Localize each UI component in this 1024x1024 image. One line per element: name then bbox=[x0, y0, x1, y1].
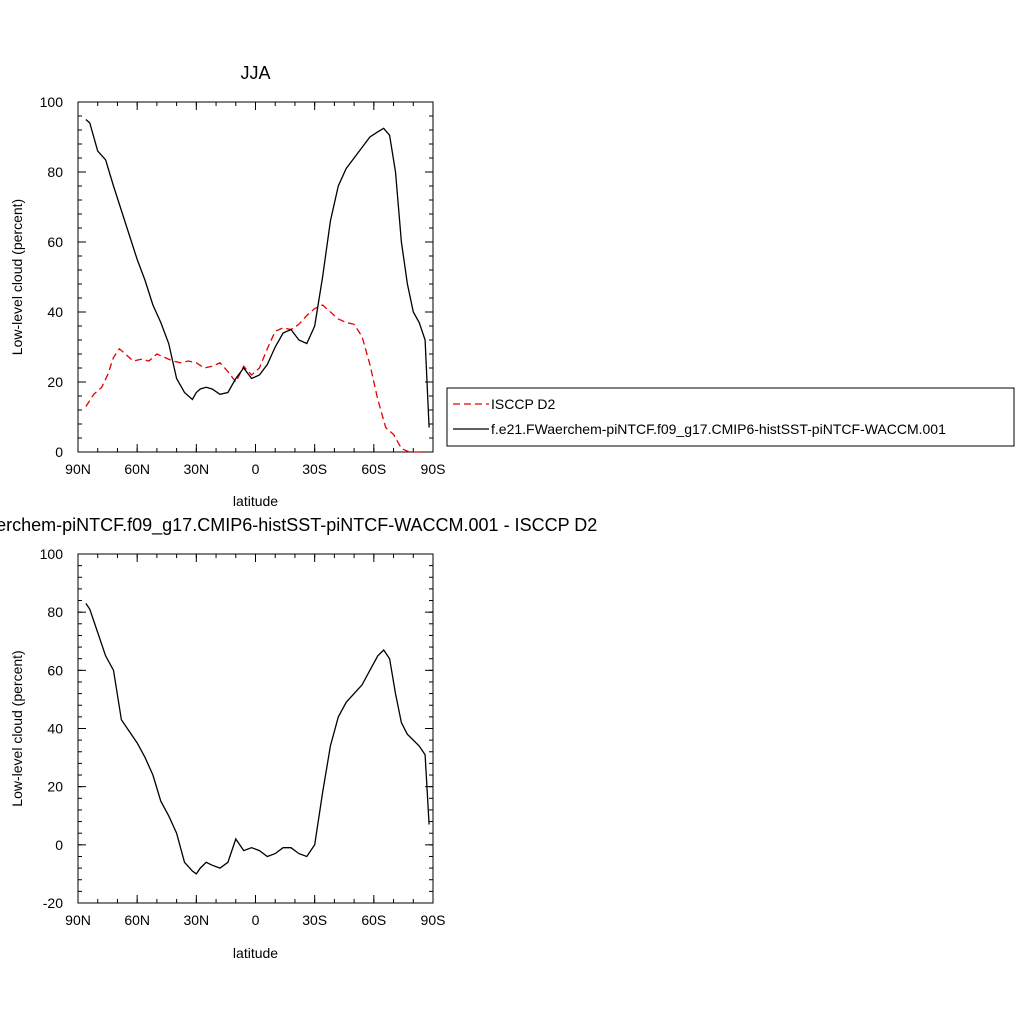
y-tick-label: 20 bbox=[47, 779, 63, 795]
x-tick-label: 30S bbox=[302, 461, 327, 477]
legend-entry-label: f.e21.FWaerchem-piNTCF.f09_g17.CMIP6-his… bbox=[491, 421, 946, 437]
x-tick-label: 30S bbox=[302, 912, 327, 928]
legend-entry-label: ISCCP D2 bbox=[491, 396, 556, 412]
y-tick-label: 60 bbox=[47, 234, 63, 250]
x-tick-label: 60S bbox=[361, 912, 386, 928]
y-tick-label: 80 bbox=[47, 164, 63, 180]
x-tick-label: 0 bbox=[252, 912, 260, 928]
series-line-2 bbox=[85, 119, 430, 428]
x-tick-label: 90N bbox=[65, 461, 91, 477]
series-line-1 bbox=[85, 304, 426, 453]
series-line-1 bbox=[85, 603, 430, 875]
chart-panel-1: 90N 60N 30N 0 30S 60S 90S 0 20 40 60 80 100 JJA latitu… bbox=[9, 63, 1015, 509]
x-tick-label: 60N bbox=[124, 912, 150, 928]
x-tick-label: 90S bbox=[421, 461, 446, 477]
y-tick-label: -20 bbox=[43, 895, 63, 911]
y-axis-label: Low-level cloud (percent) bbox=[9, 199, 25, 355]
y-tick-label: 40 bbox=[47, 721, 63, 737]
x-tick-label: 30N bbox=[183, 461, 209, 477]
legend-box bbox=[446, 387, 1015, 447]
x-tick-label: 60N bbox=[124, 461, 150, 477]
y-tick-label: 60 bbox=[47, 662, 63, 678]
y-tick-label: 40 bbox=[47, 304, 63, 320]
chart-title: f.e21.FWaerchem-piNTCF.f09_g17.CMIP6-his… bbox=[0, 515, 597, 536]
y-tick-label: 100 bbox=[40, 546, 64, 562]
y-tick-label: 100 bbox=[40, 94, 64, 110]
x-tick-label: 90S bbox=[421, 912, 446, 928]
y-axis-label: Low-level cloud (percent) bbox=[9, 650, 25, 806]
plot-frame bbox=[77, 553, 434, 904]
x-axis-label: latitude bbox=[233, 493, 278, 509]
y-tick-label: 20 bbox=[47, 374, 63, 390]
y-tick-label: 80 bbox=[47, 604, 63, 620]
x-tick-label: 30N bbox=[183, 912, 209, 928]
x-tick-label: 60S bbox=[361, 461, 386, 477]
x-tick-label: 0 bbox=[252, 461, 260, 477]
y-tick-label: 0 bbox=[55, 837, 63, 853]
y-tick-label: 0 bbox=[55, 444, 63, 460]
x-tick-label: 90N bbox=[65, 912, 91, 928]
chart-title: JJA bbox=[240, 63, 270, 83]
chart-panel-2: 90N 60N 30N 0 30S 60S 90S -20 0 20 40 60 80 100 f.e21.… bbox=[0, 515, 597, 961]
x-axis-label: latitude bbox=[233, 945, 278, 961]
plot-frame bbox=[77, 101, 434, 453]
